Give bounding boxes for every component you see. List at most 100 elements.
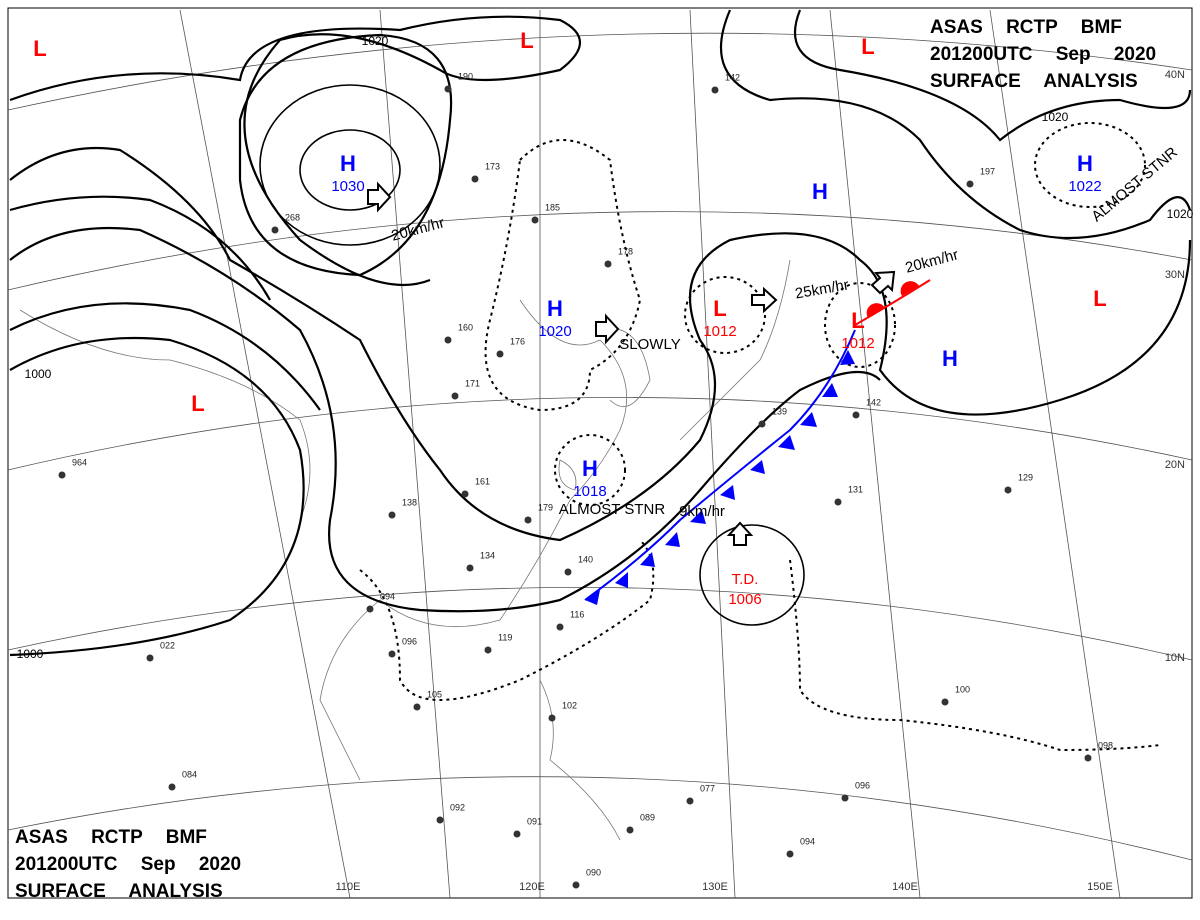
center-symbol: T.D. bbox=[732, 571, 759, 588]
center-pressure: 1018 bbox=[573, 483, 606, 500]
center-pressure: 1030 bbox=[331, 178, 364, 195]
station-marker bbox=[626, 826, 634, 834]
center-symbol: H bbox=[1077, 151, 1093, 176]
coastlines bbox=[19, 259, 791, 841]
latitude-label: 20N bbox=[1165, 459, 1185, 471]
station-pressure: 022 bbox=[160, 640, 175, 650]
center-symbol: H bbox=[812, 179, 828, 204]
motion-label: 9km/hr bbox=[679, 503, 725, 520]
isobar-label: 1000 bbox=[25, 367, 52, 381]
station-pressure: 268 bbox=[285, 212, 300, 222]
station-pressure: 160 bbox=[458, 322, 473, 332]
center-symbol: L bbox=[33, 36, 46, 61]
header-line: ASAS RCTP BMF bbox=[930, 17, 1122, 38]
station-marker bbox=[556, 623, 564, 631]
station-pressure: 185 bbox=[545, 202, 560, 212]
center-symbol: L bbox=[861, 34, 874, 59]
station-pressure: 190 bbox=[458, 71, 473, 81]
center-symbol: H bbox=[582, 456, 598, 481]
center-symbol: L bbox=[851, 308, 864, 333]
station-pressure: 178 bbox=[618, 246, 633, 256]
station-pressure: 142 bbox=[725, 72, 740, 82]
longitude-label: 120E bbox=[519, 881, 545, 893]
station-marker bbox=[444, 336, 452, 344]
motion-label: SLOWLY bbox=[619, 336, 680, 353]
station-pressure: 161 bbox=[475, 476, 490, 486]
station-pressure: 131 bbox=[848, 484, 863, 494]
station-marker bbox=[466, 564, 474, 572]
station-pressure: 138 bbox=[402, 497, 417, 507]
station-pressure: 173 bbox=[485, 161, 500, 171]
center-pressure: 1006 bbox=[728, 591, 761, 608]
isobar-label: 1020 bbox=[1042, 110, 1069, 124]
station-marker bbox=[484, 646, 492, 654]
latitude-label: 10N bbox=[1165, 652, 1185, 664]
center-pressure: 1012 bbox=[841, 335, 874, 352]
station-pressure: 090 bbox=[586, 867, 601, 877]
station-marker bbox=[572, 881, 580, 889]
dotted-isobars bbox=[359, 122, 1161, 752]
longitude-label: 130E bbox=[702, 881, 728, 893]
station-pressure: 142 bbox=[866, 397, 881, 407]
station-pressure: 102 bbox=[562, 700, 577, 710]
station-marker bbox=[496, 350, 504, 358]
isobars bbox=[9, 9, 1192, 657]
station-marker bbox=[941, 698, 949, 706]
station-marker bbox=[388, 511, 396, 519]
header-line: ASAS RCTP BMF bbox=[15, 827, 207, 848]
station-marker bbox=[711, 86, 719, 94]
fronts bbox=[584, 279, 931, 605]
station-pressure: 176 bbox=[510, 336, 525, 346]
center-symbol: L bbox=[713, 296, 726, 321]
station-pressure: 116 bbox=[570, 609, 584, 619]
graticule bbox=[7, 9, 1193, 899]
center-pressure: 1022 bbox=[1068, 178, 1101, 195]
isobar-label: 1020 bbox=[1167, 207, 1194, 221]
station-pressure: 105 bbox=[427, 689, 442, 699]
center-symbol: H bbox=[942, 346, 958, 371]
station-marker bbox=[834, 498, 842, 506]
station-marker bbox=[271, 226, 279, 234]
station-pressure: 197 bbox=[980, 166, 995, 176]
center-pressure: 1020 bbox=[538, 323, 571, 340]
station-marker bbox=[966, 180, 974, 188]
station-pressure: 089 bbox=[640, 812, 655, 822]
header-line: 201200UTC Sep 2020 bbox=[15, 854, 241, 875]
station-marker bbox=[413, 703, 421, 711]
station-pressure: 091 bbox=[527, 816, 542, 826]
station-marker bbox=[758, 420, 766, 428]
station-marker bbox=[58, 471, 66, 479]
station-marker bbox=[388, 650, 396, 658]
header-line: 201200UTC Sep 2020 bbox=[930, 44, 1156, 65]
station-pressure: 964 bbox=[72, 457, 87, 467]
longitude-label: 110E bbox=[336, 881, 361, 893]
center-symbol: H bbox=[547, 296, 563, 321]
station-marker bbox=[852, 411, 860, 419]
station-marker bbox=[461, 490, 469, 498]
station-pressure: 094 bbox=[380, 591, 395, 601]
station-marker bbox=[1004, 486, 1012, 494]
header-line: SURFACE ANALYSIS bbox=[15, 881, 223, 902]
header-line: SURFACE ANALYSIS bbox=[930, 71, 1138, 92]
station-marker bbox=[841, 794, 849, 802]
station-marker bbox=[366, 605, 374, 613]
center-pressure: 1012 bbox=[703, 323, 736, 340]
station-pressure: 100 bbox=[955, 684, 970, 694]
station-pressure: 077 bbox=[700, 783, 715, 793]
station-pressure: 092 bbox=[450, 802, 465, 812]
center-symbol: L bbox=[191, 391, 204, 416]
station-marker bbox=[513, 830, 521, 838]
station-pressure: 098 bbox=[1098, 740, 1113, 750]
station-marker bbox=[524, 516, 532, 524]
station-pressure: 096 bbox=[855, 780, 870, 790]
station-marker bbox=[471, 175, 479, 183]
station-pressure: 171 bbox=[465, 378, 480, 388]
station-marker bbox=[146, 654, 154, 662]
station-marker bbox=[168, 783, 176, 791]
station-marker bbox=[786, 850, 794, 858]
station-marker bbox=[444, 85, 452, 93]
isobar-label: 1020 bbox=[362, 34, 389, 48]
station-marker bbox=[548, 714, 556, 722]
station-pressure: 094 bbox=[800, 836, 815, 846]
